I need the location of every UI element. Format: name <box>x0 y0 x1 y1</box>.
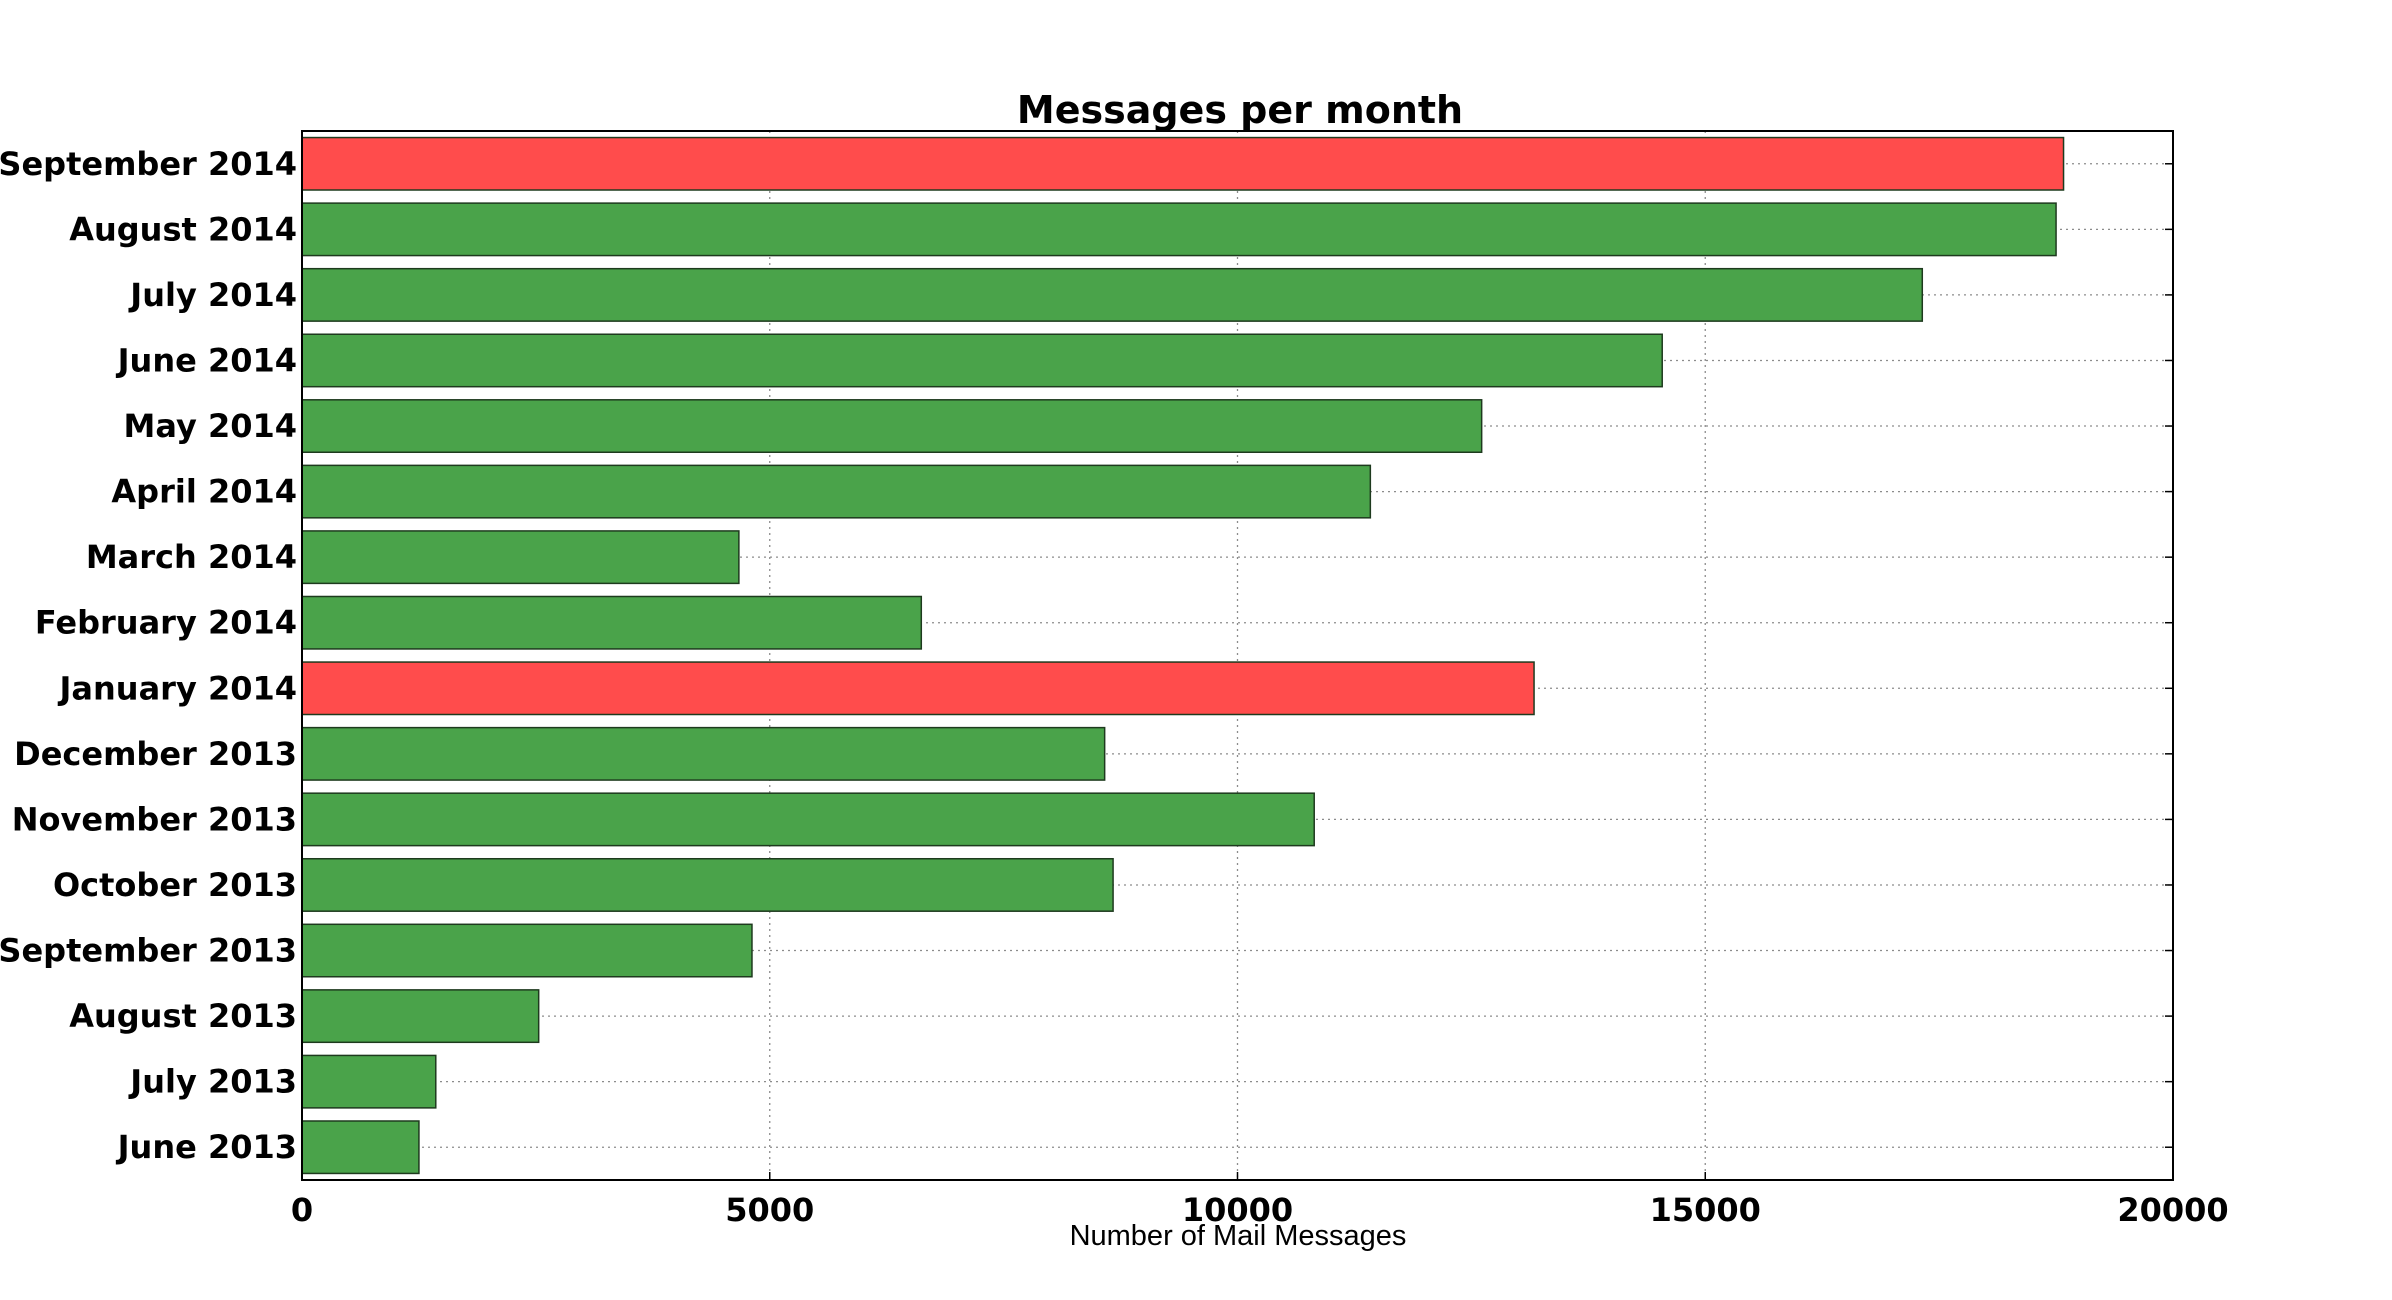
bar-march-2014 <box>301 530 740 585</box>
bar-april-2014 <box>301 464 1372 519</box>
bar-may-2014 <box>301 399 1483 454</box>
bar-october-2013 <box>301 857 1114 912</box>
category-label: August 2013 <box>69 997 297 1035</box>
category-labels: September 2014 August 2014 July 2014 June 2… <box>0 145 297 1166</box>
bar-december-2013 <box>301 726 1106 781</box>
category-label: September 2013 <box>0 932 297 970</box>
category-label: December 2013 <box>14 735 297 773</box>
category-label: April 2014 <box>111 473 297 511</box>
category-label: June 2014 <box>116 341 297 379</box>
category-label: July 2014 <box>128 276 297 314</box>
x-axis-label: Number of Mail Messages <box>1070 1220 1407 1252</box>
plot-area-frame <box>301 130 2174 1181</box>
category-label: July 2013 <box>128 1063 297 1101</box>
category-label: March 2014 <box>86 538 297 576</box>
bar-june-2013 <box>301 1120 420 1175</box>
category-label: May 2014 <box>123 407 297 445</box>
bar-august-2014 <box>301 202 2057 257</box>
bar-february-2014 <box>301 595 923 650</box>
bar-august-2013 <box>301 989 540 1044</box>
x-tick-labels: 0 5000 10000 15000 20000 <box>291 1191 2229 1229</box>
category-label: September 2014 <box>0 145 297 183</box>
x-tick-label: 15000 <box>1650 1191 1761 1229</box>
bar-january-2014 <box>301 661 1535 716</box>
category-label: October 2013 <box>53 866 297 904</box>
category-label: January 2014 <box>58 669 298 707</box>
category-label: February 2014 <box>35 604 297 642</box>
x-tick-label: 5000 <box>725 1191 814 1229</box>
category-label: November 2013 <box>12 800 297 838</box>
bar-july-2013 <box>301 1054 437 1109</box>
x-tick-label: 20000 <box>2117 1191 2228 1229</box>
bar-september-2014 <box>301 136 2065 191</box>
bar-july-2014 <box>301 267 1924 322</box>
x-tick-label: 0 <box>291 1191 313 1229</box>
chart-title: Messages per month <box>1017 88 1463 132</box>
bar-september-2013 <box>301 923 753 978</box>
category-label: August 2014 <box>69 210 297 248</box>
category-label: June 2013 <box>116 1128 297 1166</box>
bar-june-2014 <box>301 333 1663 388</box>
x-tick-label: 10000 <box>1182 1191 1293 1229</box>
bar-november-2013 <box>301 792 1315 847</box>
bars <box>301 136 2065 1175</box>
